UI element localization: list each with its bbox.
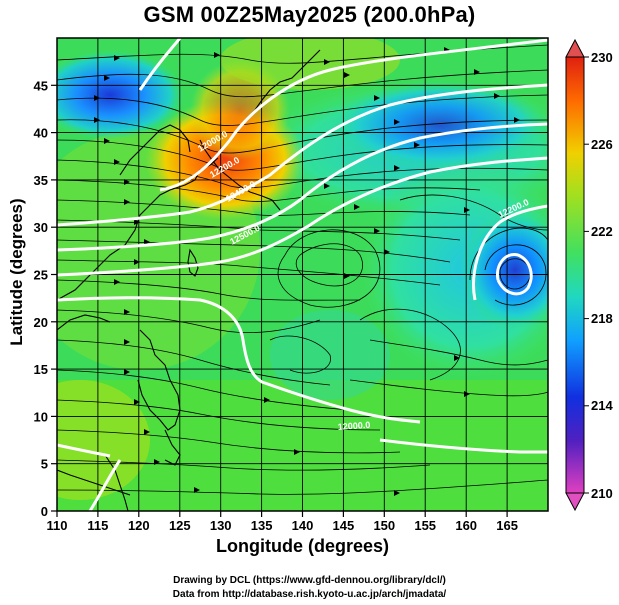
credit-drawing: Drawing by DCL (https://www.gfd-dennou.o… <box>173 575 446 586</box>
lat-lon-grid <box>57 38 548 511</box>
y-tick-label: 5 <box>41 457 48 472</box>
y-tick-labels: 0 5 10 15 20 25 30 35 40 45 <box>34 78 48 519</box>
wind-arrowheads <box>94 47 520 496</box>
x-tick-label: 130 <box>210 518 232 533</box>
x-tick-label: 135 <box>251 518 273 533</box>
x-tick-label: 125 <box>169 518 191 533</box>
colorbar-min-arrow <box>565 492 585 512</box>
colorbar-tick-label: 214 <box>591 398 613 413</box>
x-tick-label: 165 <box>496 518 518 533</box>
x-tick-label: 145 <box>333 518 355 533</box>
x-tick-label: 160 <box>455 518 477 533</box>
x-tick-label: 120 <box>128 518 150 533</box>
y-tick-label: 10 <box>34 409 48 424</box>
wind-streamlines <box>57 44 548 495</box>
x-tick-label: 110 <box>47 518 68 533</box>
y-tick-label: 15 <box>34 362 48 377</box>
x-tick-label: 115 <box>87 518 108 533</box>
colorbar: 230 226 222 218 214 210 <box>565 38 613 512</box>
height-contours <box>57 38 548 511</box>
colorbar-tick-label: 222 <box>591 224 613 239</box>
x-tick-labels: 110 115 120 125 130 135 140 145 150 155 … <box>47 518 518 533</box>
y-tick-label: 45 <box>34 78 48 93</box>
x-axis-label: Longitude (degrees) <box>215 536 389 556</box>
y-tick-label: 30 <box>34 220 48 235</box>
chart-title: GSM 00Z25May2025 (200.0hPa) <box>143 2 476 27</box>
axis-ticks <box>51 84 508 517</box>
y-axis-label: Latitude (degrees) <box>7 198 26 346</box>
credit-data: Data from http://database.rish.kyoto-u.a… <box>172 589 447 600</box>
x-tick-label: 150 <box>373 518 395 533</box>
y-tick-label: 20 <box>34 315 48 330</box>
temperature-field: 12000.0 12200.0 12400.0 12500.0 12000.0 … <box>57 38 548 511</box>
y-tick-label: 0 <box>41 504 48 519</box>
y-tick-label: 25 <box>34 268 48 283</box>
colorbar-tick-label: 230 <box>591 50 613 65</box>
contour-label: 12000.0 <box>337 420 370 432</box>
x-tick-label: 155 <box>414 518 436 533</box>
x-tick-label: 140 <box>292 518 314 533</box>
y-tick-label: 35 <box>34 173 48 188</box>
colorbar-tick-label: 218 <box>591 311 613 326</box>
colorbar-tick-label: 210 <box>591 486 613 501</box>
colorbar-tick-label: 226 <box>591 137 613 152</box>
colorbar-max-arrow <box>565 38 585 58</box>
y-tick-label: 40 <box>34 126 48 141</box>
